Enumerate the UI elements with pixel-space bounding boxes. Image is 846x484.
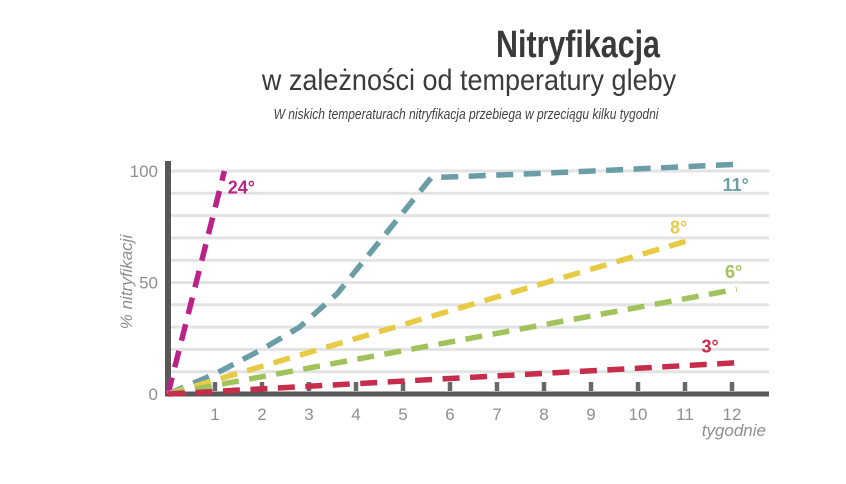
y-tick-label: 0 [149, 385, 158, 404]
series-label-8deg: 8° [670, 217, 687, 237]
x-tick-label: 9 [586, 405, 595, 424]
series-line-3deg [167, 360, 737, 397]
x-tick-label: 11 [676, 405, 694, 424]
x-tick-label: 8 [539, 405, 548, 424]
x-axis-label: tygodnie [701, 421, 766, 440]
series-line-8deg [167, 237, 691, 397]
series-line-24deg [165, 170, 228, 395]
series-label-3deg: 3° [701, 337, 718, 357]
x-tick-label: 3 [304, 405, 313, 424]
chart-subtitle: w zależności od temperatury gleby [261, 64, 677, 97]
series-label-24deg: 24° [228, 177, 255, 197]
series-line-11deg [166, 161, 737, 397]
series-label-6deg: 6° [725, 262, 742, 282]
x-tick-label: 12 [723, 405, 742, 424]
x-tick-label: 4 [351, 405, 360, 424]
series-line-6deg [167, 286, 738, 397]
x-tick-label: 1 [210, 405, 219, 424]
series-label-11deg: 11° [723, 175, 749, 195]
x-tick-label: 10 [629, 405, 648, 424]
y-tick-label: 50 [139, 274, 158, 293]
chart-title: Nitryfikacja [496, 24, 660, 66]
chart-note: W niskich temperaturach nitryfikacja prz… [273, 106, 659, 123]
y-tick-label: 100 [130, 162, 158, 181]
x-tick-label: 7 [492, 405, 501, 424]
x-tick-label: 5 [398, 405, 407, 424]
y-axis-label: % nitryfikacji [117, 234, 136, 330]
x-tick-label: 6 [445, 405, 454, 424]
x-tick-label: 2 [257, 405, 266, 424]
